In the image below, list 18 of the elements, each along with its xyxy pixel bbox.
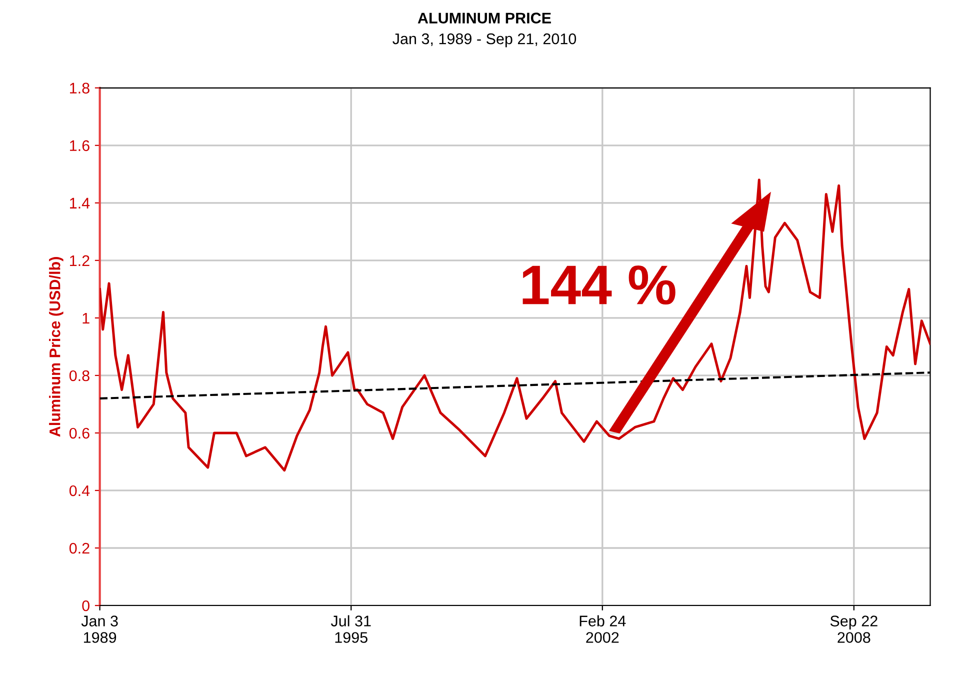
y-tick-label: 1 [82, 312, 90, 324]
y-tick-label: 0.4 [69, 485, 90, 496]
x-tick-label: Feb 24 2002 [580, 615, 626, 643]
y-tick-label: 0.8 [69, 370, 90, 382]
y-tick-label: 0.2 [69, 542, 90, 554]
chart-title: ALUMINUM PRICE [418, 12, 551, 24]
y-tick-label: 1.8 [70, 82, 90, 94]
y-tick-label: 0.6 [69, 428, 90, 439]
y-tick-label: 1.2 [70, 255, 90, 266]
y-tick-label: 1.6 [70, 140, 90, 152]
y-tick-label: 0 [82, 600, 90, 612]
x-tick-label: Jul 31 1995 [330, 615, 371, 643]
chart-subtitle: Jan 3, 1989 - Sep 21, 2010 [392, 33, 576, 48]
x-tick-label: Sep 22 2008 [830, 616, 878, 643]
y-tick-label: 1.4 [70, 198, 90, 208]
annotation: 144 % [522, 265, 676, 305]
x-tick-label: Jan 3 1989 [81, 616, 118, 643]
y-axis-title: Aluminum Price (USD/lb) [49, 257, 64, 437]
